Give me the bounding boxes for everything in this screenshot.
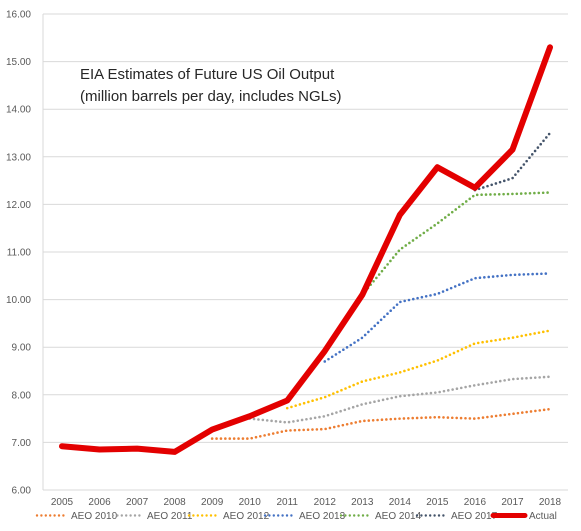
x-tick-label: 2009 — [201, 497, 224, 508]
y-tick-label: 14.00 — [6, 105, 31, 116]
legend: AEO 2010 AEO 2011 AEO 2012 AEO 2013 AEO 2014… — [35, 511, 557, 522]
legend-label: AEO 2013 — [299, 511, 346, 522]
y-tick-label: 11.00 — [7, 248, 32, 259]
legend-label: Actual — [529, 511, 557, 522]
chart-title-line-2: (million barrels per day, includes NGLs) — [80, 88, 341, 105]
x-tick-label: 2006 — [88, 497, 111, 508]
x-tick-label: 2013 — [351, 497, 374, 508]
y-tick-label: 8.00 — [12, 390, 32, 401]
legend-label: AEO 2017 — [451, 511, 498, 522]
x-tick-label: 2010 — [239, 497, 262, 508]
x-tick-label: 2005 — [51, 497, 74, 508]
series-line-actual — [59, 44, 553, 455]
series-lines — [59, 44, 553, 455]
y-tick-label: 12.00 — [6, 200, 31, 211]
y-tick-label: 15.00 — [6, 57, 31, 68]
x-tick-label: 2008 — [163, 497, 186, 508]
series-line-aeo-2014 — [361, 191, 552, 297]
x-tick-label: 2018 — [539, 497, 562, 508]
legend-label: AEO 2012 — [223, 511, 270, 522]
legend-label: AEO 2014 — [375, 511, 422, 522]
x-axis-ticks: 2005 2006 2007 2008 2009 2010 2011 2012 2013 2014… — [51, 497, 562, 508]
y-tick-label: 16.00 — [6, 10, 31, 21]
x-tick-label: 2007 — [126, 497, 149, 508]
series-line-aeo-2012 — [285, 329, 552, 410]
y-tick-label: 9.00 — [12, 343, 32, 354]
x-tick-label: 2016 — [464, 497, 487, 508]
x-tick-label: 2014 — [389, 497, 412, 508]
x-tick-label: 2012 — [314, 497, 337, 508]
legend-label: AEO 2010 — [71, 511, 118, 522]
y-tick-label: 10.00 — [6, 295, 31, 306]
x-tick-label: 2017 — [501, 497, 524, 508]
x-tick-label: 2015 — [426, 497, 449, 508]
x-tick-label: 2011 — [276, 497, 298, 508]
y-tick-label: 13.00 — [6, 152, 31, 163]
y-axis-ticks: 6.00 7.00 8.00 9.00 10.00 11.00 12.00 13.00 14.0… — [6, 10, 31, 497]
series-line-aeo-2017 — [473, 131, 552, 192]
y-tick-label: 6.00 — [12, 486, 32, 497]
legend-label: AEO 2011 — [147, 511, 193, 522]
gridlines — [42, 13, 568, 491]
y-tick-label: 7.00 — [12, 438, 32, 449]
series-line-aeo-2013 — [323, 272, 552, 363]
chart-title-line-1: EIA Estimates of Future US Oil Output — [80, 66, 335, 83]
series-line-aeo-2011 — [248, 375, 552, 424]
series-line-aeo-2010 — [210, 407, 552, 440]
